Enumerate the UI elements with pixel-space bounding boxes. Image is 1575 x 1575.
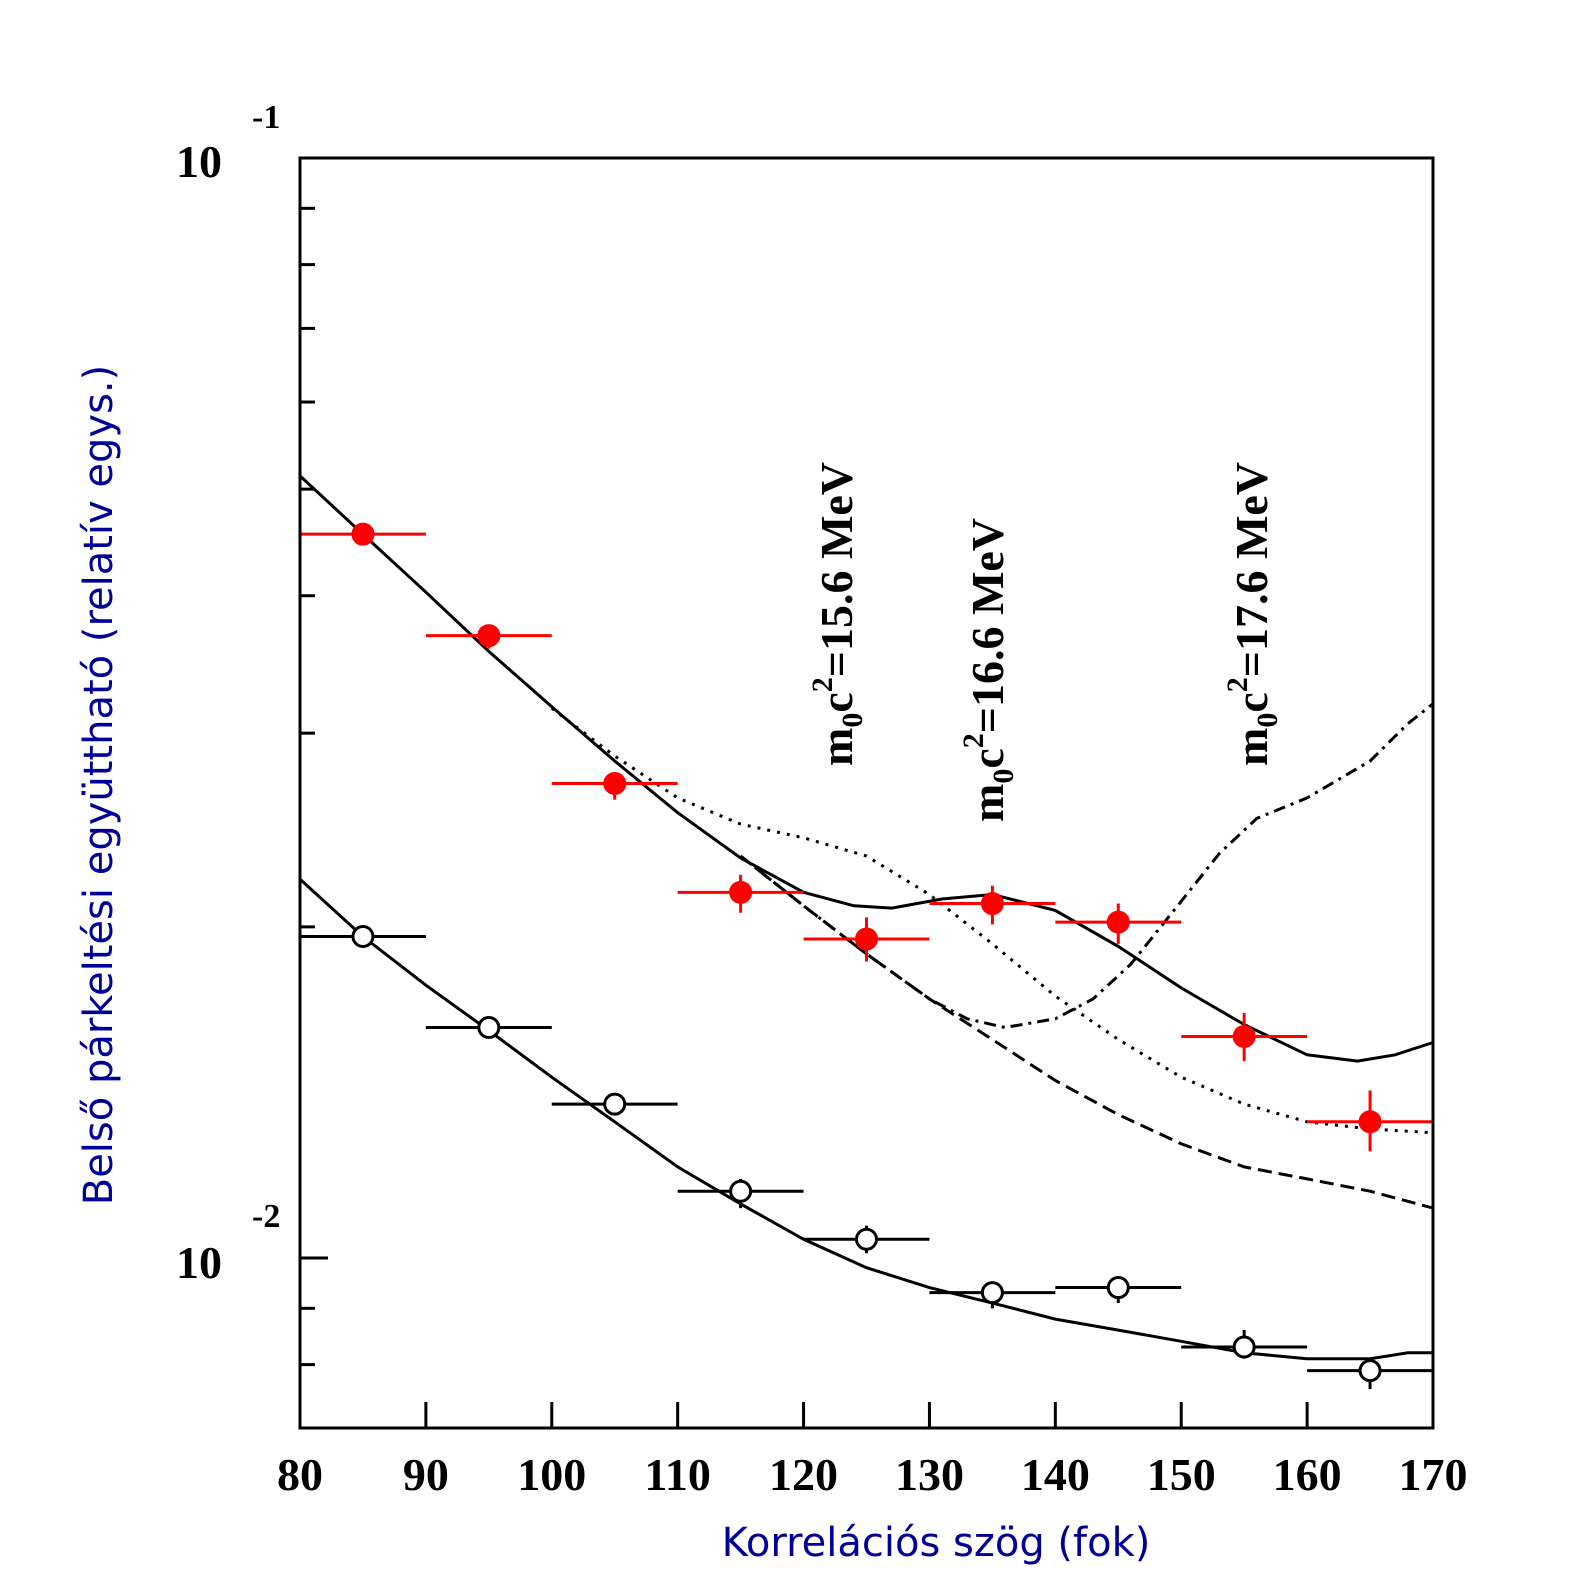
curves-layer [298,474,1434,1361]
x-tick-label-160: 160 [1273,1449,1342,1500]
x-tick-label-110: 110 [644,1449,710,1500]
open-data-point [351,925,375,949]
x-tick-label-150: 150 [1147,1449,1216,1500]
open-data-point [855,1227,878,1251]
open-data-point [980,1281,1004,1305]
x-tick-label-90: 90 [403,1449,449,1500]
filled-data-point [1232,1024,1256,1048]
annotation-mass-16-6: m0c2=16.6 MeV [957,518,1020,822]
x-tick-label-80: 80 [277,1449,323,1500]
annotation-mass-15-6: m0c2=15.6 MeV [806,462,869,766]
y-tick-label-1e-2-exp: -2 [252,1198,280,1235]
filled-data-point [980,892,1004,916]
x-tick-label-130: 130 [895,1449,964,1500]
svg-text:m0c2=17.6 MeV: m0c2=17.6 MeV [1221,462,1284,766]
curve-dash-dot-6 [739,702,1434,1030]
open-data-point [729,1179,753,1203]
annotation-15-6-c: c [811,692,862,712]
filled-data-point [1106,910,1130,934]
annotation-17-6-c: c [1226,692,1277,712]
annotation-15-6-sup: 2 [806,677,839,692]
curve-dotted-4 [550,707,1434,1135]
annotation-mass-17-6: m0c2=17.6 MeV [1221,462,1284,766]
open-data-point [1358,1359,1382,1383]
x-tick-label-120: 120 [769,1449,838,1500]
annotation-17-6-sub: 0 [1251,713,1284,728]
x-tick-label-100: 100 [517,1449,586,1500]
annotation-15-6-value: =15.6 MeV [811,462,862,677]
open-data-point [1106,1276,1130,1300]
annotation-15-6-m: m [811,728,862,766]
y-axis-title: Belső párkeltési együttható (relatív egy… [76,365,122,1206]
annotation-17-6-sup: 2 [1221,677,1254,692]
open-data-point [1232,1335,1256,1359]
y-tick-label-1e-1-base: 10 [176,136,222,187]
curve-solid-3 [298,878,1433,1361]
open-data-point [603,1092,627,1116]
filled-data-point [855,927,878,951]
annotation-16-6-value: =16.6 MeV [962,518,1013,733]
annotation-16-6-sub: 0 [987,769,1020,784]
x-tick-label-140: 140 [1021,1449,1090,1500]
curve-dashed-5 [739,854,1434,1210]
filled-data-point [477,624,501,648]
x-axis-title: Korrelációs szög (fok) [722,1520,1151,1566]
svg-text:m0c2=16.6 MeV: m0c2=16.6 MeV [957,518,1020,822]
annotation-16-6-m: m [962,784,1013,822]
annotation-16-6-sup: 2 [957,733,990,748]
x-tick-label-170: 170 [1399,1449,1468,1500]
filled-data-point [729,880,753,904]
annotation-17-6-value: =17.6 MeV [1226,462,1277,677]
y-tick-label-1e-2-base: 10 [176,1237,222,1288]
annotation-15-6-sub: 0 [836,713,869,728]
open-data-point [477,1016,501,1040]
filled-data-point [1358,1110,1382,1134]
curve-solid-2 [298,474,1434,1063]
points-layer [300,522,1433,1390]
annotation-16-6-c: c [962,748,1013,768]
plot-frame [298,156,1435,1430]
ticks-layer: 80 90 100 110 120 130 140 150 160 170 [277,156,1468,1500]
annotation-17-6-m: m [1226,728,1277,766]
filled-data-point [351,522,375,546]
svg-text:m0c2=15.6 MeV: m0c2=15.6 MeV [806,462,869,766]
y-tick-label-1e-1-exp: -1 [252,99,280,136]
filled-data-point [603,771,627,795]
